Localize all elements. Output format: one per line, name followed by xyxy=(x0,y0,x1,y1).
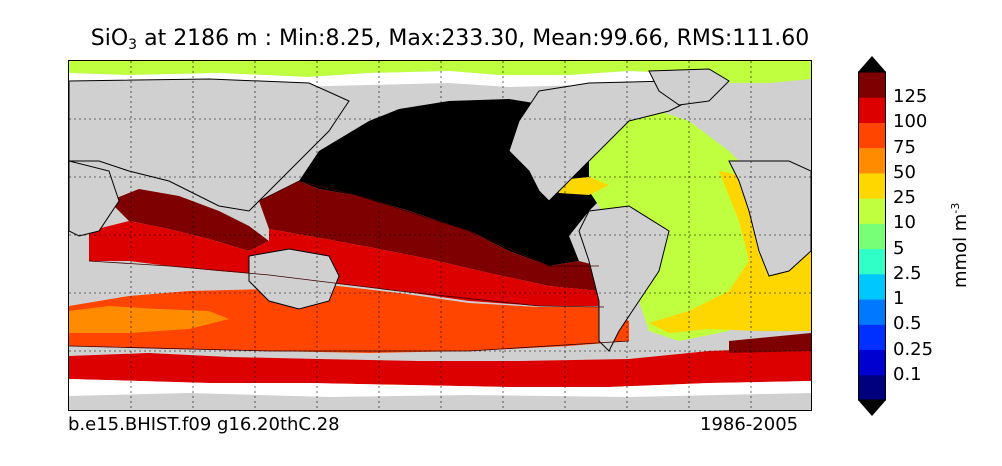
colorbar-tick-label: 75 xyxy=(893,136,916,158)
arctic-zone xyxy=(69,61,811,83)
southern-red-belt xyxy=(89,221,604,306)
colorbar-bin xyxy=(858,223,886,250)
pacific-dark-red xyxy=(259,181,599,291)
antarctic-dark-red xyxy=(729,333,811,353)
colorbar-extend-high xyxy=(858,56,886,72)
colorbar-bin xyxy=(858,374,886,401)
colorbar-bin xyxy=(858,172,886,199)
colorbar-tick-label: 0.5 xyxy=(893,313,922,335)
colorbar-bin xyxy=(858,273,886,300)
colorbar-extend-low xyxy=(858,400,886,416)
colorbar-tick-label: 100 xyxy=(893,111,928,133)
southern-orange-red xyxy=(69,285,629,353)
contour-line-1 xyxy=(258,180,599,267)
colorbar-bin xyxy=(858,147,886,174)
colorbar-bin xyxy=(858,122,886,149)
colorbar-bin xyxy=(858,97,886,123)
indian-dark-red xyxy=(109,189,269,251)
map-gridlines xyxy=(69,61,811,410)
colorbar-bin xyxy=(858,72,886,98)
australia xyxy=(248,248,340,310)
colorbar-bin xyxy=(858,324,886,351)
colorbar-tick-label: 125 xyxy=(893,86,928,108)
colorbar-tick-label: 10 xyxy=(893,212,916,234)
colorbar-tick-label: 0.1 xyxy=(893,363,922,385)
colorbar-bin xyxy=(858,198,886,224)
colorbar-tick-label: 5 xyxy=(893,237,905,259)
southern-orange-band xyxy=(69,306,229,333)
south-america xyxy=(578,205,670,352)
ocean-field-map xyxy=(69,61,811,410)
map-panel xyxy=(68,60,812,411)
colorbar-tick-label: 50 xyxy=(893,161,916,183)
colorbar-bin xyxy=(858,349,886,376)
africa xyxy=(728,160,811,277)
colorbar-tick-label: 1 xyxy=(893,288,905,310)
colorbar-unit-label: mmol m-3 xyxy=(949,202,971,288)
colorbar-bin xyxy=(858,248,886,275)
antarctic-red xyxy=(69,347,811,387)
colorbar-bin xyxy=(858,299,886,325)
contour-line-2 xyxy=(88,260,605,308)
colorbar-tick-label: 25 xyxy=(893,187,916,209)
africa-west xyxy=(69,160,120,237)
colorbar xyxy=(858,56,886,416)
map-title: SiO3 at 2186 m : Min:8.25, Max:233.30, M… xyxy=(90,26,810,53)
colorbar-tick-label: 2.5 xyxy=(893,262,922,284)
period-label: 1986-2005 xyxy=(700,414,799,435)
case-name-label: b.e15.BHIST.f09 g16.20thC.28 xyxy=(68,414,340,435)
colorbar-frame xyxy=(858,71,886,401)
antarctica-land xyxy=(69,393,811,410)
colorbar-tick-label: 0.25 xyxy=(893,338,934,360)
